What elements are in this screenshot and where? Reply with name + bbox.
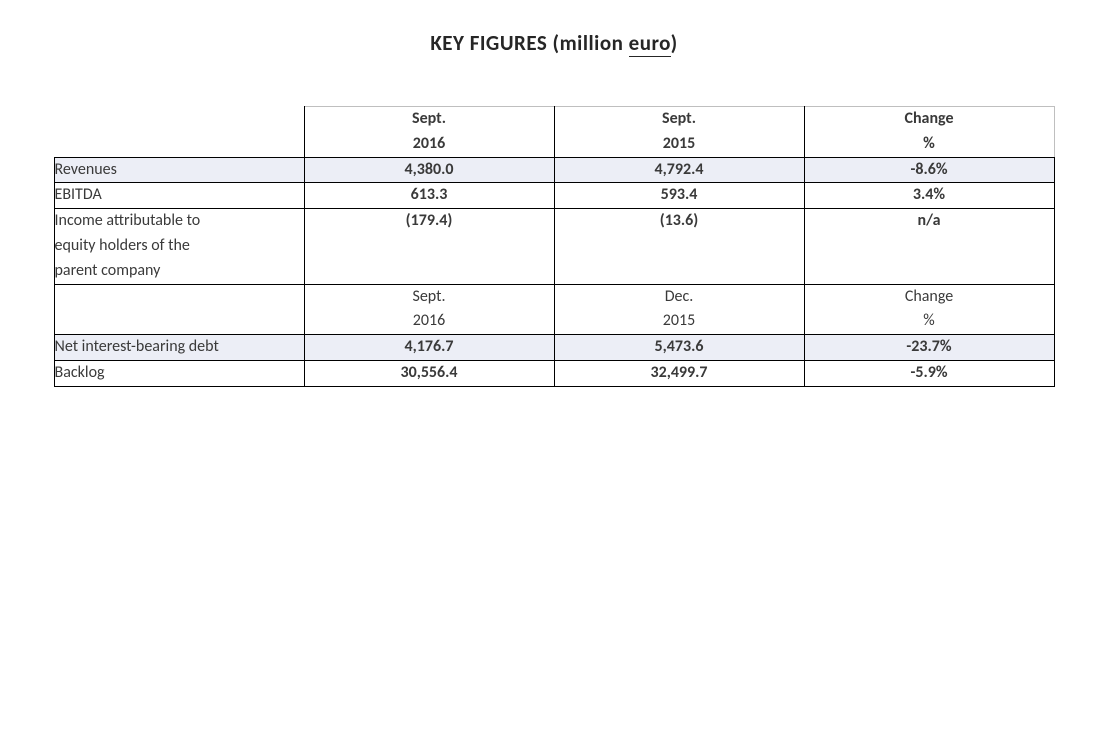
row-label: Revenues [55,158,225,183]
row-label-cell: Net interest-bearing debt [54,335,304,361]
header-empty-corner [54,107,304,158]
row-value-cell: (13.6) [554,209,804,284]
row-label: Income attributable to equity holders of… [55,209,225,283]
table-row: Net interest-bearing debt 4,176.7 5,473.… [54,335,1054,361]
col-header: Sept. 2015 [554,107,804,158]
table-row: Revenues 4,380.0 4,792.4 -8.6% [54,157,1054,183]
row-value-cell: 5,473.6 [554,335,804,361]
col-header-line2: % [805,132,1054,157]
row-label: EBITDA [55,183,225,208]
row-value-cell: 4,176.7 [304,335,554,361]
col-subheader: Change % [804,284,1054,335]
col-header: Change % [804,107,1054,158]
table-row: Backlog 30,556.4 32,499.7 -5.9% [54,360,1054,386]
row-value-cell: 32,499.7 [554,360,804,386]
col-subheader-line1: Dec. [665,287,694,306]
row-change-cell: -23.7% [804,335,1054,361]
col-header: Sept. 2016 [304,107,554,158]
row-label-cell: Income attributable to equity holders of… [54,209,304,284]
row-label: Backlog [55,361,225,386]
table-subheader-row: Sept. 2016 Dec. 2015 Change % [54,284,1054,335]
title-suffix: ) [671,30,678,56]
subheader-empty [54,284,304,335]
title-underlined: euro [629,30,671,57]
row-label-cell: Revenues [54,157,304,183]
col-header-line1: Sept. [305,107,554,132]
row-value-cell: 4,380.0 [304,157,554,183]
col-subheader: Dec. 2015 [554,284,804,335]
row-value-cell: 4,792.4 [554,157,804,183]
row-label: Net interest-bearing debt [55,335,225,360]
row-change-cell: 3.4% [804,183,1054,209]
row-change-cell: -5.9% [804,360,1054,386]
col-header-line2: 2015 [555,132,804,157]
col-subheader: Sept. 2016 [304,284,554,335]
row-value-cell: (179.4) [304,209,554,284]
title-prefix: KEY FIGURES (million [430,30,628,56]
key-figures-table: Sept. 2016 Sept. 2015 Change % Revenues … [54,106,1055,387]
col-subheader-line2: 2016 [413,311,445,330]
table-row: Income attributable to equity holders of… [54,209,1054,284]
row-label-cell: EBITDA [54,183,304,209]
col-subheader-line1: Sept. [412,287,445,306]
col-header-line2: 2016 [305,132,554,157]
page-title: KEY FIGURES (million euro) [50,30,1058,56]
col-subheader-line2: 2015 [663,311,695,330]
table-row: EBITDA 613.3 593.4 3.4% [54,183,1054,209]
col-subheader-line1: Change [905,287,953,306]
row-change-cell: -8.6% [804,157,1054,183]
row-value-cell: 613.3 [304,183,554,209]
row-value-cell: 30,556.4 [304,360,554,386]
col-header-line1: Sept. [555,107,804,132]
row-label-cell: Backlog [54,360,304,386]
col-header-line1: Change [805,107,1054,132]
table-header-row: Sept. 2016 Sept. 2015 Change % [54,107,1054,158]
col-subheader-line2: % [923,311,934,330]
row-change-cell: n/a [804,209,1054,284]
row-value-cell: 593.4 [554,183,804,209]
